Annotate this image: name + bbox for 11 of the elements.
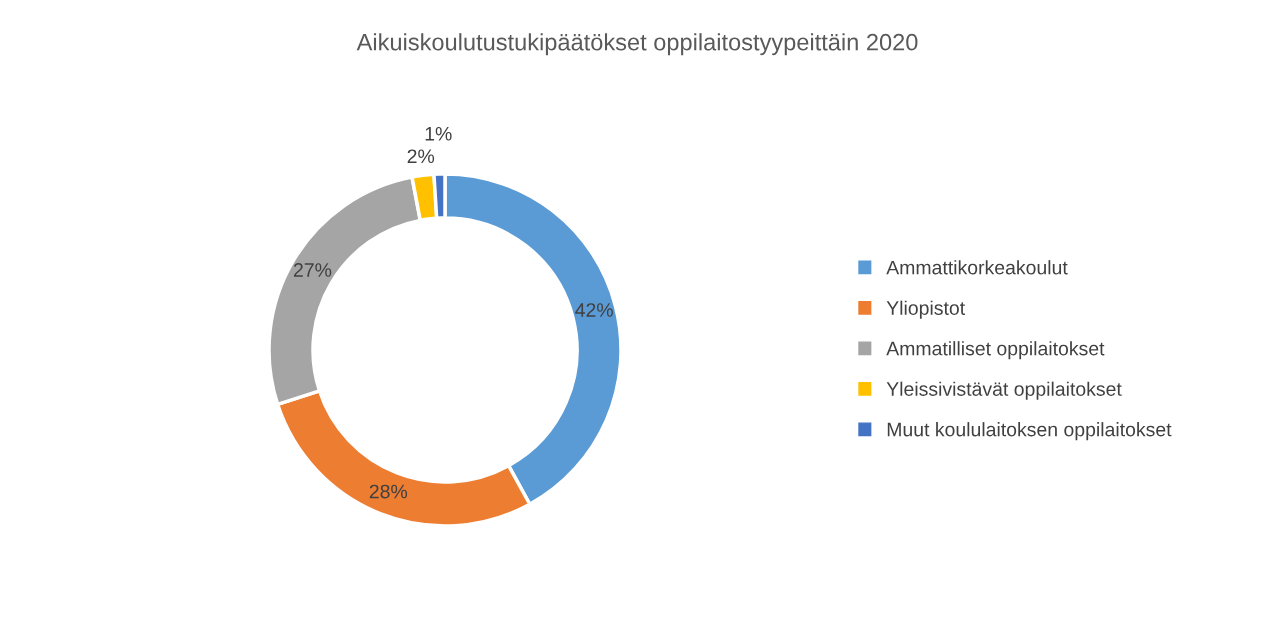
legend-label: Ammattikorkeakoulut bbox=[886, 260, 1068, 275]
legend-label: Muut koululaitoksen oppilaitokset bbox=[887, 422, 1172, 441]
chart-title: Aikuiskoulutustukipäätökset oppilaitostyypeittäin 2020 bbox=[356, 33, 918, 56]
data-label: 27% bbox=[293, 263, 332, 277]
data-label: 2% bbox=[407, 149, 435, 164]
data-label: 1% bbox=[425, 126, 452, 141]
data-label: 28% bbox=[369, 484, 408, 499]
legend-label: Ammatilliset oppilaitokset bbox=[886, 341, 1105, 360]
legend-label: Yleissivistävät oppilaitokset bbox=[886, 381, 1122, 400]
data-label: 42% bbox=[575, 303, 613, 317]
legend-label: Yliopistot bbox=[886, 300, 965, 319]
